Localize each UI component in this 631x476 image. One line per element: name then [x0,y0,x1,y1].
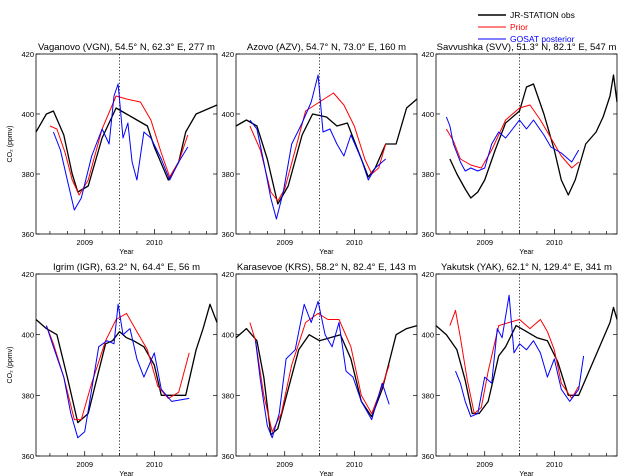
x-tick-label: 2009 [476,238,493,247]
y-tick-label: 420 [421,270,434,279]
legend: JR-STATION obs Prior GOSAT posterior [478,10,575,44]
y-tick-label: 380 [421,170,434,179]
plot-frame [235,273,418,457]
y-tick-label: 420 [221,50,234,59]
y-tick-label: 360 [221,230,234,239]
y-tick-label: 420 [221,270,234,279]
panel-title: Savvushka (SVV), 51.3° N, 82.1° E, 547 m [437,42,617,53]
series-line-jr-station-obs [35,303,218,424]
x-axis-label: Year [319,249,334,256]
series-line-jr-station-obs [449,74,618,199]
panel-title: Yakutsk (YAK), 62.1° N, 129.4° E, 341 m [441,262,612,273]
legend-label-obs: JR-STATION obs [510,10,575,20]
x-axis-label: Year [519,249,534,256]
y-tick-label: 380 [21,391,34,400]
x-axis-label: Year [119,471,134,476]
panel-title: Karasevoe (KRS), 58.2° N, 82.4° E, 143 m [237,262,416,273]
series-line-prior [49,95,189,196]
y-tick-label: 420 [21,50,34,59]
series-line-prior [249,92,387,202]
chart-panel-2: Azovo (AZV), 54.7° N, 73.0° E, 160 m 360 3… [221,42,418,256]
y-tick-label: 360 [21,452,34,461]
x-axis-label: Year [519,471,534,476]
chart-panel-1: Vaganovo (VGN), 54.5° N, 62.3° E, 277 m 3… [7,42,218,256]
y-tick-label: 400 [421,110,434,119]
x-tick-label: 2009 [476,460,493,469]
x-tick-label: 2010 [346,460,363,469]
chart-panel-5: Karasevoe (KRS), 58.2° N, 82.4° E, 143 m… [221,262,418,476]
plot-frame [35,53,218,235]
chart-panel-6: Yakutsk (YAK), 62.1° N, 129.4° E, 341 m 3… [421,262,618,476]
y-tick-label: 400 [21,110,34,119]
y-tick-label: 420 [421,50,434,59]
x-tick-label: 2009 [276,460,293,469]
x-tick-label: 2009 [276,238,293,247]
chart-panel-3: Savvushka (SVV), 51.3° N, 82.1° E, 547 m… [421,42,618,256]
x-tick-label: 2009 [76,238,93,247]
x-tick-label: 2009 [76,460,93,469]
y-tick-label: 360 [421,230,434,239]
x-tick-label: 2010 [546,460,563,469]
legend-label-gosat: GOSAT posterior [510,34,575,44]
series-line-prior [445,104,580,169]
series-line-jr-station-obs [235,98,418,205]
y-tick-label: 380 [221,170,234,179]
series-line-gosat-posterior [52,83,189,211]
series-line-gosat-posterior [45,303,190,439]
x-axis-label: Year [119,249,134,256]
panels: Vaganovo (VGN), 54.5° N, 62.3° E, 277 m 3… [7,42,618,476]
y-axis-label: CO₂ (ppmv) [7,126,14,163]
y-tick-label: 360 [421,452,434,461]
series-line-prior [45,312,190,421]
plot-frame [35,273,218,457]
y-tick-label: 380 [421,391,434,400]
x-tick-label: 2010 [546,238,563,247]
series-line-gosat-posterior [249,74,387,220]
series-line-jr-station-obs [235,324,418,436]
plot-frame [435,53,618,235]
y-axis-label: CO₂ (ppmv) [7,347,14,384]
series-line-gosat-posterior [255,300,390,439]
x-tick-label: 2010 [146,460,163,469]
y-tick-label: 380 [221,391,234,400]
series-line-prior [449,309,580,414]
series-line-prior [249,312,390,433]
panel-title: Azovo (AZV), 54.7° N, 73.0° E, 160 m [247,42,406,53]
series-line-jr-station-obs [435,306,618,415]
y-tick-label: 360 [221,452,234,461]
chart-panel-4: Igrim (IGR), 63.2° N, 64.4° E, 56 m 360 38… [7,262,218,476]
series-line-gosat-posterior [455,294,585,418]
panel-title: Igrim (IGR), 63.2° N, 64.4° E, 56 m [53,262,200,273]
plot-frame [235,53,418,235]
y-tick-label: 400 [421,331,434,340]
panel-title: Vaganovo (VGN), 54.5° N, 62.3° E, 277 m [38,42,215,53]
plot-frame [435,273,618,457]
legend-label-prior: Prior [510,22,528,32]
y-tick-label: 400 [21,331,34,340]
x-tick-label: 2010 [146,238,163,247]
y-tick-label: 360 [21,230,34,239]
y-tick-label: 400 [221,110,234,119]
x-tick-label: 2010 [346,238,363,247]
x-axis-label: Year [319,471,334,476]
series-line-gosat-posterior [445,116,580,172]
y-tick-label: 380 [21,170,34,179]
y-tick-label: 420 [21,270,34,279]
y-tick-label: 400 [221,331,234,340]
